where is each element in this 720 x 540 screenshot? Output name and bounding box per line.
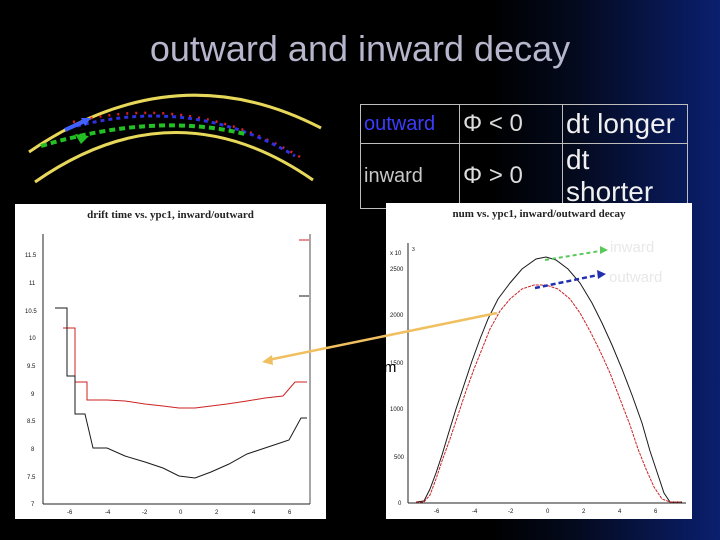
x-tick-label: 4 <box>618 509 622 515</box>
plot-title: num vs. ypc1, inward/outward decay <box>452 208 626 220</box>
inward-label: inward <box>610 239 655 256</box>
y-tick-label: 1000 <box>390 407 404 413</box>
track-diagram <box>28 93 322 184</box>
x-tick-label: -6 <box>434 509 440 515</box>
y-tick-label: 8 <box>31 447 35 453</box>
chamber-arc-inner <box>34 131 314 184</box>
y-tick-label: 500 <box>394 455 405 461</box>
x-tick-label: -6 <box>67 510 73 516</box>
inward-drift-steps <box>55 307 307 479</box>
y-exponent-power: 3 <box>412 247 415 253</box>
x-tick-label: -2 <box>508 509 514 515</box>
outward-count-steps <box>416 284 682 503</box>
y-tick-label: 9 <box>31 392 35 398</box>
y-tick-label: 2500 <box>390 267 404 273</box>
y-tick-label: 0 <box>398 501 402 507</box>
y-tick-label: 2000 <box>390 313 404 319</box>
legend-row-inward: inward Φ > 0 dt shorter <box>360 143 688 209</box>
chamber-arc-outer <box>28 93 322 154</box>
legend-row-outward: outward Φ < 0 dt longer <box>360 104 688 144</box>
legend-condition: Φ < 0 <box>459 104 563 144</box>
drift-time-axes: 11.5 11 10.5 10 9.5 9 8.5 8 7.5 7 -6 -4 … <box>25 234 311 516</box>
x-tick-label: 6 <box>654 509 658 515</box>
x-tick-label: 4 <box>252 510 256 516</box>
outward-track <box>72 111 306 162</box>
y-tick-label: 7 <box>31 502 35 508</box>
decay-track <box>40 123 246 148</box>
plot-title: drift time vs. ypc1, inward/outward <box>87 209 254 221</box>
y-tick-label: 10 <box>29 336 36 342</box>
x-tick-label: 0 <box>179 510 183 516</box>
y-tick-label: 11 <box>29 281 36 287</box>
y-tick-label: 9.5 <box>27 364 36 370</box>
legend-direction: outward <box>360 104 460 144</box>
x-tick-label: 0 <box>546 509 550 515</box>
decay-legend-table: outward Φ < 0 dt longer inward Φ > 0 dt … <box>360 104 688 209</box>
y-tick-label: 10.5 <box>25 309 37 315</box>
drift-time-plot: drift time vs. ypc1, inward/outward 11.5… <box>15 204 326 519</box>
legend-effect: dt shorter <box>562 143 688 209</box>
outward-drift-steps <box>63 327 307 409</box>
y-tick-label: 7.5 <box>27 475 36 481</box>
legend-direction: inward <box>360 143 460 209</box>
x-tick-label: -2 <box>142 510 148 516</box>
legend-effect: dt longer <box>562 104 688 144</box>
inward-count-steps <box>415 256 682 503</box>
x-tick-label: 2 <box>215 510 219 516</box>
y-tick-label: 11.5 <box>25 253 37 259</box>
inward-track <box>76 114 296 158</box>
outward-label: outward <box>609 269 663 286</box>
y-tick-label: 1500 <box>390 361 404 367</box>
y-exponent: x 10 <box>390 251 402 257</box>
legend-condition: Φ > 0 <box>459 143 563 209</box>
x-tick-label: -4 <box>105 510 111 516</box>
slide-title: outward and inward decay <box>149 28 571 69</box>
y-tick-label: 8.5 <box>27 419 36 425</box>
distance-label: 3cm <box>368 359 397 376</box>
x-tick-label: 2 <box>582 509 586 515</box>
x-tick-label: -4 <box>472 509 478 515</box>
x-tick-label: 6 <box>288 510 292 516</box>
